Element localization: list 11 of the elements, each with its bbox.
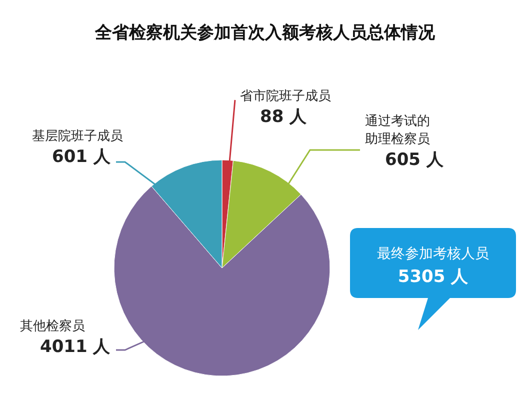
text: 最终参加考核人员 xyxy=(377,246,489,262)
data-label: 88 人 xyxy=(260,107,308,127)
data-label: 4011 人 xyxy=(40,337,112,357)
text: 5305 人 xyxy=(398,267,470,287)
slice-label: 其他检察员 xyxy=(20,318,85,334)
data-label: 605 人 xyxy=(385,150,444,170)
data-label: 601 人 xyxy=(52,147,112,167)
slice-label: 通过考试的助理检察员 xyxy=(365,114,430,147)
chart-title: 全省检察机关参加首次入额考核人员总体情况 xyxy=(94,23,436,43)
slice-label: 基层院班子成员 xyxy=(32,129,123,144)
slice-label: 省市院班子成员 xyxy=(240,89,331,104)
